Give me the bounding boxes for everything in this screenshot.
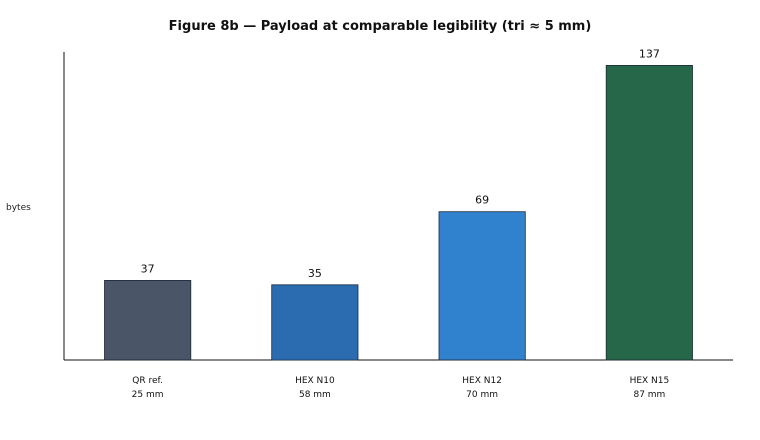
chart-title: Figure 8b — Payload at comparable legibi… <box>169 19 592 34</box>
y-axis-label: bytes <box>6 203 31 213</box>
data-label-1: 35 <box>308 267 322 280</box>
bar-1 <box>271 284 359 361</box>
x-tick-sublabel-2: 70 mm <box>466 390 498 400</box>
bar-0 <box>104 279 192 361</box>
x-tick-label-1: HEX N10 <box>295 376 335 386</box>
bar-2 <box>438 211 526 361</box>
x-tick-label-2: HEX N12 <box>462 376 502 386</box>
data-label-3: 137 <box>639 47 660 60</box>
x-tick-label-0: QR ref. <box>132 376 163 386</box>
x-tick-sublabel-3: 87 mm <box>633 390 665 400</box>
data-label-0: 37 <box>141 262 155 275</box>
bars-group: 37 QR ref. 25 mm 35 HEX N10 58 mm 69 HEX N12 70 … <box>104 47 693 400</box>
data-label-2: 69 <box>475 194 489 207</box>
bar-3 <box>605 65 693 361</box>
x-tick-sublabel-0: 25 mm <box>132 390 164 400</box>
x-tick-sublabel-1: 58 mm <box>299 390 331 400</box>
x-tick-label-3: HEX N15 <box>630 376 670 386</box>
